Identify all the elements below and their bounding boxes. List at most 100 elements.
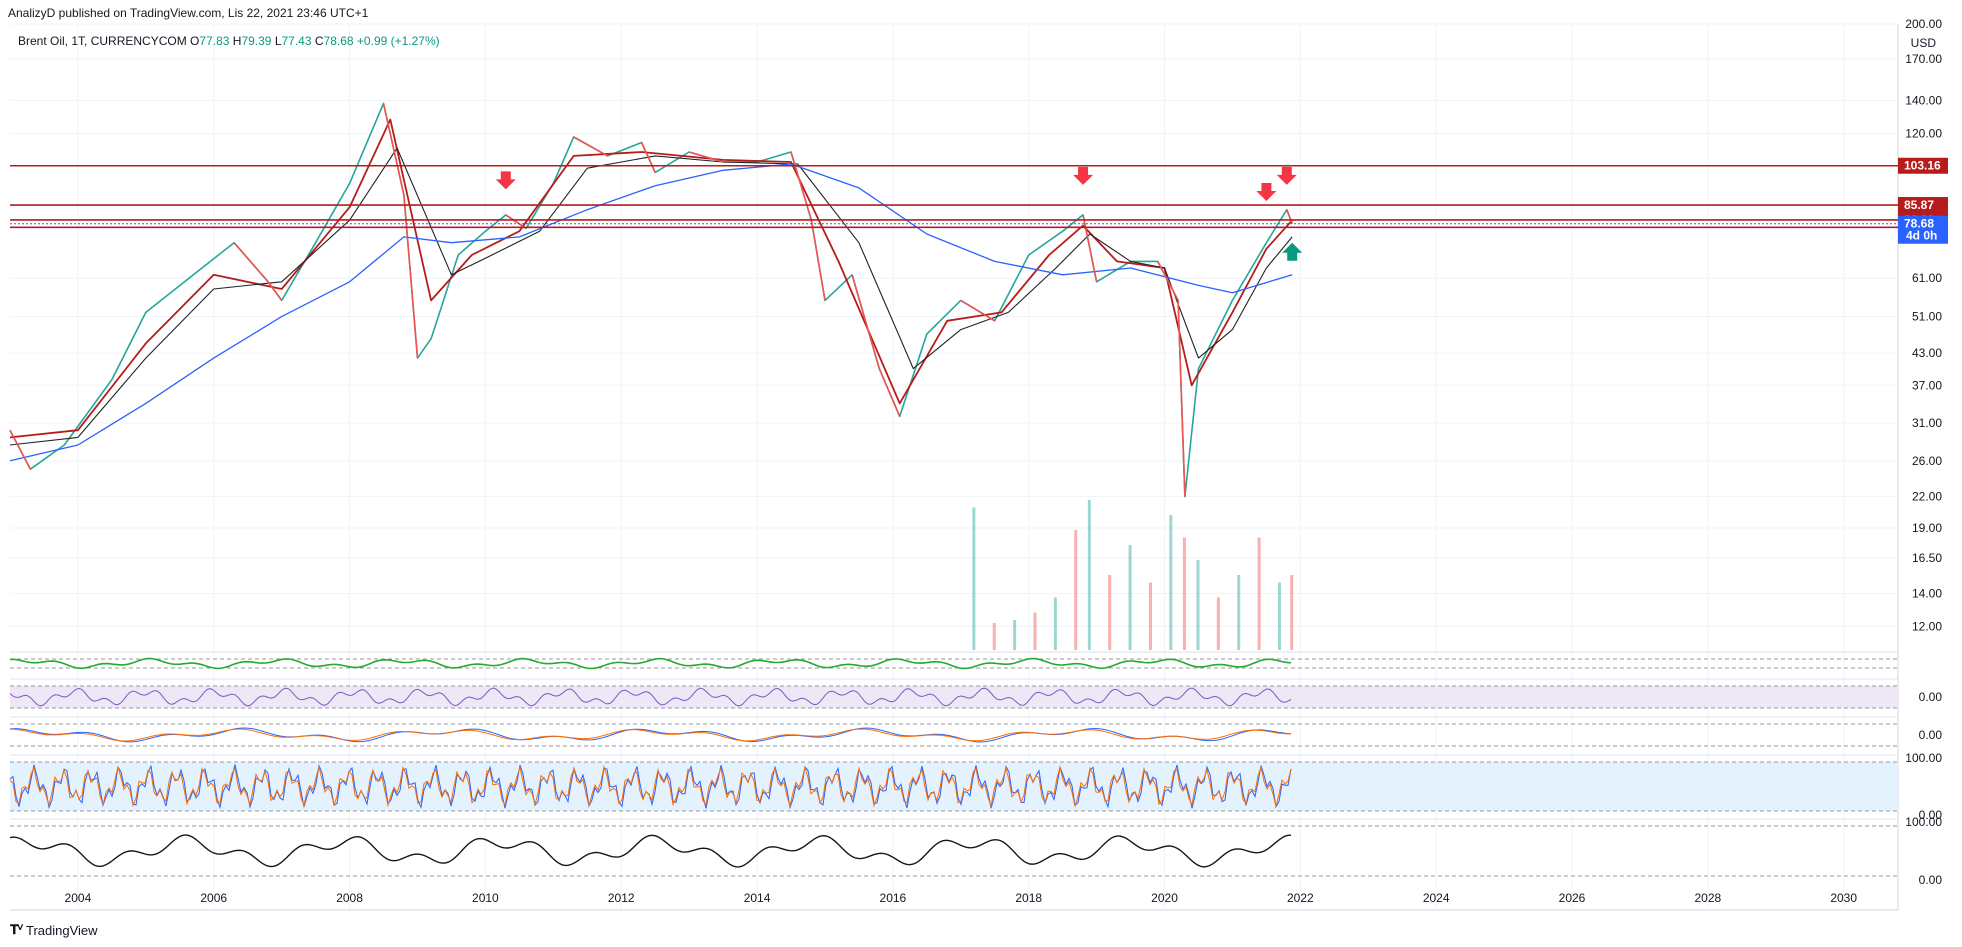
price-down-segment xyxy=(9,429,32,470)
pane-tick-label: 100.00 xyxy=(1905,751,1942,765)
legend-open-label: O xyxy=(190,34,200,48)
y-tick-label: 31.00 xyxy=(1912,416,1942,430)
arrow-down xyxy=(495,171,516,190)
y-tick-label: 19.00 xyxy=(1912,521,1942,535)
price-down-segment xyxy=(688,151,724,163)
pane-line xyxy=(10,728,1292,742)
price-down-segment xyxy=(403,194,419,359)
volume-bar xyxy=(1169,515,1173,650)
y-tick-label: 200.00 xyxy=(1905,17,1942,31)
price-tag-label: 103.16 xyxy=(1904,159,1941,173)
price-down-segment xyxy=(1177,300,1186,497)
volume-bar xyxy=(1074,530,1078,650)
price-down-segment xyxy=(505,214,527,230)
volume-bar xyxy=(1013,620,1017,650)
volume-bar xyxy=(1216,597,1220,650)
x-tick-label: 2014 xyxy=(744,891,771,905)
legend-low: 77.43 xyxy=(281,34,312,48)
y-tick-label: 16.50 xyxy=(1912,551,1942,565)
price-down-segment xyxy=(1286,209,1293,225)
pane-line xyxy=(9,765,1292,808)
volume-bar xyxy=(1257,537,1261,650)
x-tick-label: 2018 xyxy=(1015,891,1042,905)
x-tick-label: 2008 xyxy=(336,891,363,905)
price-down-segment xyxy=(790,151,813,221)
volume-bar xyxy=(1182,537,1186,650)
symbol-legend: Brent Oil, 1T, CURRENCYCOM O77.83 H79.39… xyxy=(18,34,440,48)
pane-tick-label: 100.00 xyxy=(1905,815,1942,829)
volume-bar xyxy=(992,623,996,650)
legend-change: +0.99 (+1.27%) xyxy=(356,34,440,48)
pane-band xyxy=(10,686,1898,708)
price-tag-box xyxy=(1898,197,1948,214)
volume-bar xyxy=(1033,612,1037,650)
x-tick-label: 2022 xyxy=(1287,891,1314,905)
y-tick-label: 170.00 xyxy=(1905,52,1942,66)
pane-tick-label: 0.00 xyxy=(1919,690,1943,704)
volume-bar xyxy=(1128,545,1132,650)
pane-line-positive xyxy=(9,657,1292,670)
price-down-segment xyxy=(878,368,901,417)
pane-tick-label: 0.00 xyxy=(1919,873,1943,887)
arrow-down xyxy=(1256,182,1277,201)
pane-tick-label: 0.00 xyxy=(1919,808,1943,822)
x-tick-label: 2026 xyxy=(1559,891,1586,905)
volume-bar xyxy=(1277,582,1281,650)
y-tick-label: 120.00 xyxy=(1905,126,1942,140)
price-down-segment xyxy=(810,220,826,301)
symbol-name: Brent Oil, 1T, CURRENCYCOM xyxy=(18,34,187,48)
pane-line xyxy=(9,687,1292,707)
series-ema-slow xyxy=(9,147,1293,446)
legend-close: 78.68 xyxy=(323,34,354,48)
legend-low-label: L xyxy=(274,34,282,48)
x-tick-label: 2028 xyxy=(1694,891,1721,905)
arrow-down xyxy=(1073,166,1094,185)
y-tick-label: 140.00 xyxy=(1905,93,1942,107)
pane-line xyxy=(9,763,1292,810)
x-tick-label: 2030 xyxy=(1830,891,1857,905)
arrow-down xyxy=(1276,166,1297,185)
price-tag-label: 78.68 xyxy=(1904,217,1934,231)
y-tick-label: 26.00 xyxy=(1912,454,1942,468)
tradingview-brand[interactable]: 𝐓ⱽ TradingView xyxy=(10,922,98,938)
y-tick-label: 51.00 xyxy=(1912,310,1942,324)
price-down-segment xyxy=(1157,261,1179,301)
legend-high: 79.39 xyxy=(241,34,272,48)
brand-name: TradingView xyxy=(25,922,98,938)
x-tick-label: 2024 xyxy=(1423,891,1450,905)
price-down-segment xyxy=(573,136,609,157)
series-ema-long xyxy=(9,163,1293,462)
price-down-segment xyxy=(382,103,405,196)
volume-bar xyxy=(972,507,976,650)
volume-bar xyxy=(1053,597,1057,650)
volume-bar xyxy=(1196,560,1200,650)
price-down-segment xyxy=(960,299,996,322)
y-tick-label: 14.00 xyxy=(1912,586,1942,600)
y-tick-label: 12.00 xyxy=(1912,619,1942,633)
pane-line xyxy=(9,834,1292,868)
volume-bar xyxy=(1108,575,1112,650)
volume-bar xyxy=(1290,575,1294,650)
price-tag-level: 103.16 xyxy=(1898,157,1948,174)
x-tick-label: 2012 xyxy=(608,891,635,905)
legend-high-label: H xyxy=(232,34,242,48)
price-countdown: 4d 0h xyxy=(1906,229,1937,243)
price-tag-label: 85.87 xyxy=(1904,198,1934,212)
arrow-up xyxy=(1282,242,1303,261)
x-tick-label: 2006 xyxy=(200,891,227,905)
tradingview-logo-icon: 𝐓ⱽ xyxy=(10,922,23,937)
x-tick-label: 2010 xyxy=(472,891,499,905)
price-tag-box xyxy=(1898,215,1948,244)
price-tag-box xyxy=(1898,157,1948,174)
price-down-segment xyxy=(1082,214,1098,282)
y-tick-label: 43.00 xyxy=(1912,346,1942,360)
x-tick-label: 2004 xyxy=(65,891,92,905)
y-tick-label: 61.00 xyxy=(1912,271,1942,285)
y-tick-label: 37.00 xyxy=(1912,378,1942,392)
volume-bar xyxy=(1148,582,1152,650)
x-tick-label: 2020 xyxy=(1151,891,1178,905)
price-down-segment xyxy=(233,242,269,283)
price-tag-level: 85.87 xyxy=(1898,197,1948,214)
